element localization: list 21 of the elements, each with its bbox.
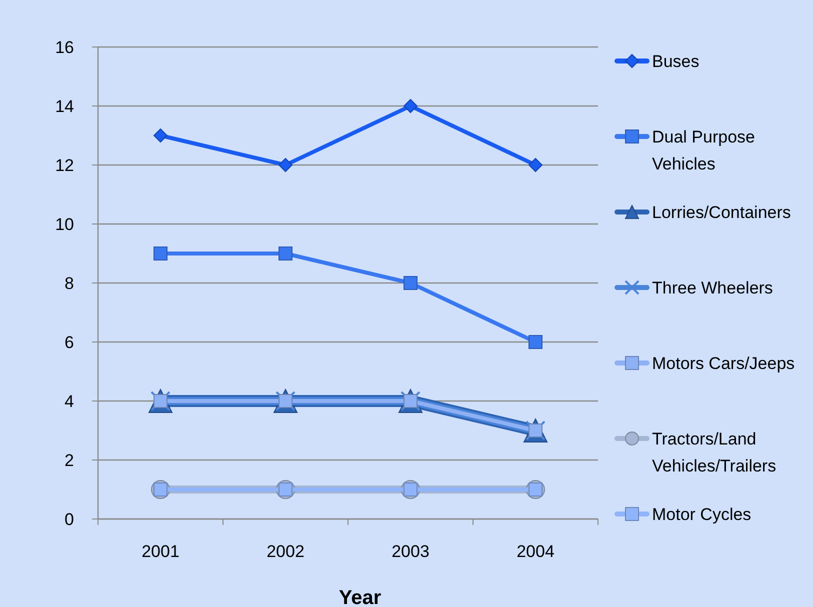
y-tick-label: 6 xyxy=(64,332,74,352)
y-tick-label: 12 xyxy=(55,156,74,175)
x-tick-label: 2003 xyxy=(392,542,430,561)
x-tick-label: 2001 xyxy=(142,542,180,561)
y-tick-label: 4 xyxy=(64,392,74,411)
y-tick-label: 14 xyxy=(55,96,74,116)
legend-label: Motors Cars/Jeeps xyxy=(652,354,795,373)
x-axis-title: Year xyxy=(338,587,382,607)
x-tick-label: 2002 xyxy=(266,542,304,561)
legend-label: Buses xyxy=(652,52,700,71)
legend-label: Lorries/Containers xyxy=(652,202,791,222)
y-tick-label: 8 xyxy=(64,274,74,293)
y-tick-label: 10 xyxy=(55,214,74,234)
legend-label: Dual Purpose Vehicles xyxy=(652,127,756,174)
y-tick-label: 0 xyxy=(64,510,74,529)
y-tick-label: 2 xyxy=(64,450,74,470)
x-tick-label: 2004 xyxy=(516,542,554,561)
legend-label: Motor Cycles xyxy=(652,504,752,524)
legend-label: Tractors/Land Vehicles/Trailers xyxy=(652,429,776,476)
y-tick-label: 16 xyxy=(55,38,74,57)
legend-label: Three Wheelers xyxy=(652,278,773,298)
